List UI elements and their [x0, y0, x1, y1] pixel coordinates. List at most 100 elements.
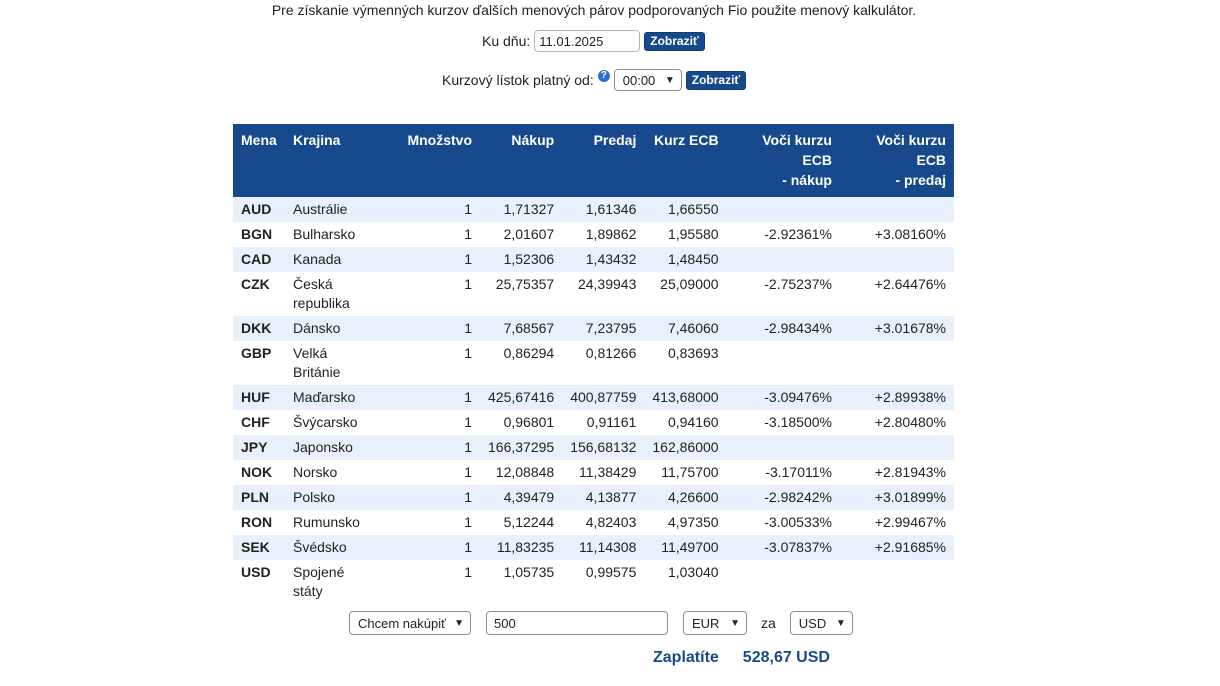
cell-predaj: 400,87759 — [562, 385, 645, 410]
cell-mnozstvo: 1 — [379, 560, 480, 604]
header-voci-nakup-line1: Voči kurzu ECB — [762, 132, 832, 168]
header-voci-predaj-line2: - predaj — [895, 172, 946, 188]
cell-mnozstvo: 1 — [379, 316, 480, 341]
krajina-line1: Rumunsko — [293, 514, 360, 530]
cell-nakup: 12,08848 — [480, 460, 563, 485]
header-voci-nakup-line2: - nákup — [782, 172, 832, 188]
cell-mnozstvo: 1 — [379, 535, 480, 560]
header-nakup: Nákup — [480, 124, 563, 197]
from-currency-value: EUR — [692, 615, 720, 631]
header-kurz-ecb: Kurz ECB — [644, 124, 727, 197]
cell-krajina: Spojené státy — [285, 560, 379, 604]
date-input[interactable] — [534, 30, 641, 52]
cell-kurz-ecb: 11,75700 — [644, 460, 727, 485]
cell-krajina: Velká Británie — [285, 341, 379, 385]
show-time-button[interactable]: Zobraziť — [685, 70, 747, 90]
cell-nakup: 166,37295 — [480, 435, 563, 460]
krajina-line1: Bulharsko — [293, 226, 356, 242]
cell-voci-nakup — [726, 435, 840, 460]
cell-voci-nakup: -3.09476% — [726, 385, 840, 410]
cell-krajina: Česká republika — [285, 272, 379, 316]
table-header-row: Mena Krajina Množstvo Nákup Predaj Kurz … — [233, 124, 954, 197]
to-currency-select[interactable]: USD ▼ — [789, 611, 853, 635]
krajina-line1: Velká — [293, 345, 328, 361]
cell-mena: PLN — [233, 485, 285, 510]
exchange-rates-table: Mena Krajina Množstvo Nákup Predaj Kurz … — [233, 124, 954, 604]
action-select[interactable]: Chcem nakúpiť ▼ — [349, 611, 471, 635]
action-select-value: Chcem nakúpiť — [358, 615, 446, 631]
table-row: CZK Česká republika 1 25,75357 24,39943 25,090… — [233, 272, 954, 316]
calculator-result: Zaplatíte 528,67 USD — [653, 649, 830, 667]
cell-mena: CZK — [233, 272, 285, 316]
cell-krajina: Bulharsko — [285, 222, 379, 247]
cell-voci-nakup — [726, 560, 840, 604]
cell-voci-predaj — [839, 341, 954, 385]
show-date-button[interactable]: Zobraziť — [644, 31, 705, 51]
cell-krajina: Austrálie — [285, 197, 379, 222]
time-filter: Kurzový lístok platný od: ? 00:00 ▼ Zobr… — [442, 69, 747, 91]
date-label: Ku dňu: — [482, 33, 531, 49]
cell-kurz-ecb: 1,48450 — [644, 247, 727, 272]
header-voci-predaj: Voči kurzu ECB - predaj — [839, 124, 954, 197]
cell-predaj: 0,99575 — [562, 560, 645, 604]
help-icon[interactable]: ? — [597, 70, 610, 82]
cell-mnozstvo: 1 — [379, 197, 480, 222]
cell-mnozstvo: 1 — [379, 341, 480, 385]
cell-nakup: 425,67416 — [480, 385, 563, 410]
date-filter: Ku dňu: Zobraziť — [482, 30, 705, 52]
cell-voci-nakup: -3.18500% — [726, 410, 840, 435]
chevron-down-icon: ▼ — [835, 617, 846, 629]
header-predaj: Predaj — [562, 124, 645, 197]
cell-predaj: 0,81266 — [562, 341, 645, 385]
cell-kurz-ecb: 11,49700 — [644, 535, 727, 560]
cell-voci-nakup: -2.92361% — [726, 222, 840, 247]
cell-voci-predaj: +2.81943% — [839, 460, 954, 485]
cell-nakup: 11,83235 — [480, 535, 563, 560]
cell-nakup: 1,71327 — [480, 197, 563, 222]
cell-nakup: 25,75357 — [480, 272, 563, 316]
cell-mnozstvo: 1 — [379, 272, 480, 316]
table-row: DKK Dánsko 1 7,68567 7,23795 7,46060 -2.98434%… — [233, 316, 954, 341]
cell-nakup: 1,05735 — [480, 560, 563, 604]
cell-mena: JPY — [233, 435, 285, 460]
chevron-down-icon: ▼ — [664, 74, 675, 86]
header-voci-nakup: Voči kurzu ECB - nákup — [726, 124, 840, 197]
cell-krajina: Rumunsko — [285, 510, 379, 535]
cell-voci-nakup: -2.98242% — [726, 485, 840, 510]
header-mnozstvo: Množstvo — [379, 124, 480, 197]
cell-kurz-ecb: 25,09000 — [644, 272, 727, 316]
cell-nakup: 2,01607 — [480, 222, 563, 247]
cell-mena: CHF — [233, 410, 285, 435]
table-row: GBP Velká Británie 1 0,86294 0,81266 0,83693 — [233, 341, 954, 385]
cell-nakup: 7,68567 — [480, 316, 563, 341]
cell-kurz-ecb: 4,97350 — [644, 510, 727, 535]
cell-kurz-ecb: 1,03040 — [644, 560, 727, 604]
krajina-line2: státy — [293, 583, 323, 599]
cell-kurz-ecb: 4,26600 — [644, 485, 727, 510]
amount-input[interactable] — [486, 611, 668, 635]
cell-mnozstvo: 1 — [379, 485, 480, 510]
krajina-line1: Švédsko — [293, 539, 347, 555]
cell-mnozstvo: 1 — [379, 247, 480, 272]
krajina-line1: Maďarsko — [293, 389, 356, 405]
krajina-line1: Česká — [293, 276, 333, 292]
cell-krajina: Švýcarsko — [285, 410, 379, 435]
cell-nakup: 5,12244 — [480, 510, 563, 535]
cell-mena: CAD — [233, 247, 285, 272]
krajina-line1: Švýcarsko — [293, 414, 358, 430]
cell-voci-nakup: -2.98434% — [726, 316, 840, 341]
cell-predaj: 11,14308 — [562, 535, 645, 560]
cell-voci-predaj: +3.01678% — [839, 316, 954, 341]
table-row: RON Rumunsko 1 5,12244 4,82403 4,97350 -3.0053… — [233, 510, 954, 535]
krajina-line1: Japonsko — [293, 439, 353, 455]
time-select[interactable]: 00:00 ▼ — [613, 69, 682, 91]
cell-voci-predaj: +2.99467% — [839, 510, 954, 535]
chevron-down-icon: ▼ — [730, 617, 740, 629]
table-row: CHF Švýcarsko 1 0,96801 0,91161 0,94160 -3.185… — [233, 410, 954, 435]
cell-kurz-ecb: 162,86000 — [644, 435, 727, 460]
from-currency-select[interactable]: EUR ▼ — [683, 611, 747, 635]
table-row: HUF Maďarsko 1 425,67416 400,87759 413,68000-… — [233, 385, 954, 410]
krajina-line1: Polsko — [293, 489, 336, 505]
connector-label: za — [761, 615, 776, 631]
chevron-down-icon: ▼ — [454, 617, 464, 629]
